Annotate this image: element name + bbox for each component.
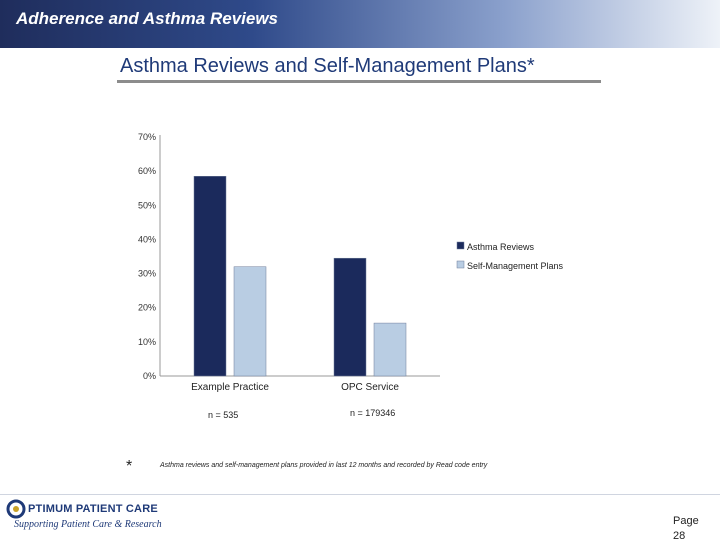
bar-self-management-plans-0 — [233, 266, 267, 377]
y-tick-label: 30% — [138, 269, 156, 279]
n-label-opc-service: n = 179346 — [350, 408, 396, 418]
bar-self-management-plans-1 — [373, 322, 407, 377]
y-tick-label: 50% — [138, 200, 156, 210]
page-label: Page — [673, 515, 699, 527]
logo-o-mark — [6, 499, 26, 519]
title-divider — [117, 80, 601, 83]
slide-title: Asthma Reviews and Self-Management Plans… — [120, 55, 535, 77]
logo-name: PTIMUM PATIENT CARE — [28, 503, 158, 515]
page-value: 28 — [673, 530, 686, 542]
footer-divider — [0, 494, 720, 495]
y-tick-label: 0% — [143, 371, 156, 381]
bar-chart: 0% 10% 20% 30% 40% 50% 60% 70% Example Practice O… — [138, 132, 564, 393]
y-tick-label: 40% — [138, 234, 156, 244]
n-label-example-practice: n = 535 — [208, 410, 239, 420]
page-number: Page 28 — [673, 514, 713, 544]
legend-swatch — [456, 260, 465, 269]
logo-tagline: Supporting Patient Care & Research — [14, 519, 162, 530]
optimum-patient-care-logo: PTIMUM PATIENT CARE Supporting Patient C… — [6, 499, 176, 539]
y-tick-label: 70% — [138, 132, 156, 142]
legend-label: Self-Management Plans — [467, 261, 564, 271]
header-title: Adherence and Asthma Reviews — [16, 9, 279, 28]
header-bar: Adherence and Asthma Reviews — [0, 0, 720, 48]
x-category-label: Example Practice — [191, 382, 269, 393]
legend-label: Asthma Reviews — [467, 242, 535, 252]
x-category-label: OPC Service — [341, 382, 399, 393]
footnote-text: Asthma reviews and self-management plans… — [160, 462, 488, 469]
bar-asthma-reviews-0 — [193, 176, 227, 377]
y-tick-label: 20% — [138, 303, 156, 313]
footnote-marker: * — [126, 458, 133, 475]
y-tick-label: 10% — [138, 337, 156, 347]
legend-swatch — [456, 241, 465, 250]
bar-asthma-reviews-1 — [333, 257, 367, 377]
y-tick-label: 60% — [138, 166, 156, 176]
